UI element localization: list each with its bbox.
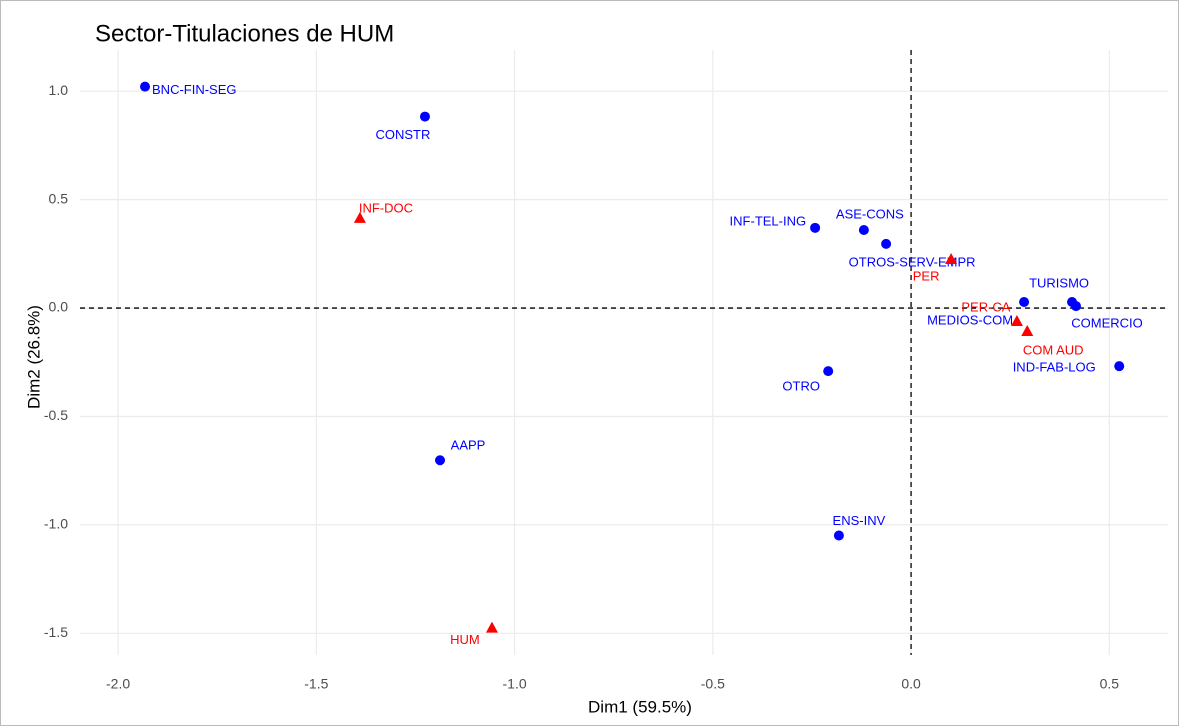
point <box>1071 301 1082 312</box>
point-label: ENS-INV <box>833 513 886 528</box>
y-tick-label: -1.5 <box>44 624 68 640</box>
point <box>881 238 892 249</box>
point-label: COM AUD <box>1023 342 1084 357</box>
point-label: INF-DOC <box>359 200 413 215</box>
x-tick-label: -1.0 <box>503 676 527 692</box>
x-tick-label: -2.0 <box>106 676 130 692</box>
chart-title: Sector-Titulaciones de HUM <box>95 20 394 47</box>
y-tick-label: 1.0 <box>49 82 69 98</box>
point <box>858 224 869 235</box>
x-tick-label: 0.0 <box>901 676 921 692</box>
y-tick-label: 0.0 <box>49 299 69 315</box>
point-label: AAPP <box>451 438 486 453</box>
y-tick-label: 0.5 <box>49 190 69 206</box>
point <box>419 111 430 122</box>
x-axis-label: Dim1 (59.5%) <box>588 697 692 716</box>
x-tick-label: -1.5 <box>304 676 328 692</box>
point-label: INF-TEL-ING <box>730 213 807 228</box>
point <box>810 222 821 233</box>
point-label: OTROS-SERV-EMPR <box>849 254 976 269</box>
point <box>485 621 498 633</box>
y-tick-label: -0.5 <box>44 407 68 423</box>
point <box>1114 361 1125 372</box>
point-label: OTRO <box>782 379 820 394</box>
point <box>823 366 834 377</box>
y-axis-label: Dim2 (26.8%) <box>24 305 43 409</box>
y-tick-label: -1.0 <box>44 516 68 532</box>
point <box>435 455 446 466</box>
point <box>833 530 844 541</box>
point-label: PER-CA <box>961 299 1010 314</box>
point-label: PER <box>913 268 940 283</box>
point-label: TURISMO <box>1029 275 1089 290</box>
point <box>353 211 366 223</box>
point-label: ASE-CONS <box>836 206 904 221</box>
point <box>945 253 958 265</box>
point <box>140 81 151 92</box>
point-label: MEDIOS-COM <box>927 312 1013 327</box>
point-label: BNC-FIN-SEG <box>152 82 237 97</box>
x-tick-label: 0.5 <box>1100 676 1120 692</box>
point <box>1010 315 1023 327</box>
x-tick-label: -0.5 <box>701 676 725 692</box>
point-label: COMERCIO <box>1071 316 1143 331</box>
point-label: IND-FAB-LOG <box>1013 360 1096 375</box>
point-label: CONSTR <box>376 127 431 142</box>
point <box>1021 325 1034 337</box>
point <box>1019 296 1030 307</box>
point-label: HUM <box>450 632 480 647</box>
